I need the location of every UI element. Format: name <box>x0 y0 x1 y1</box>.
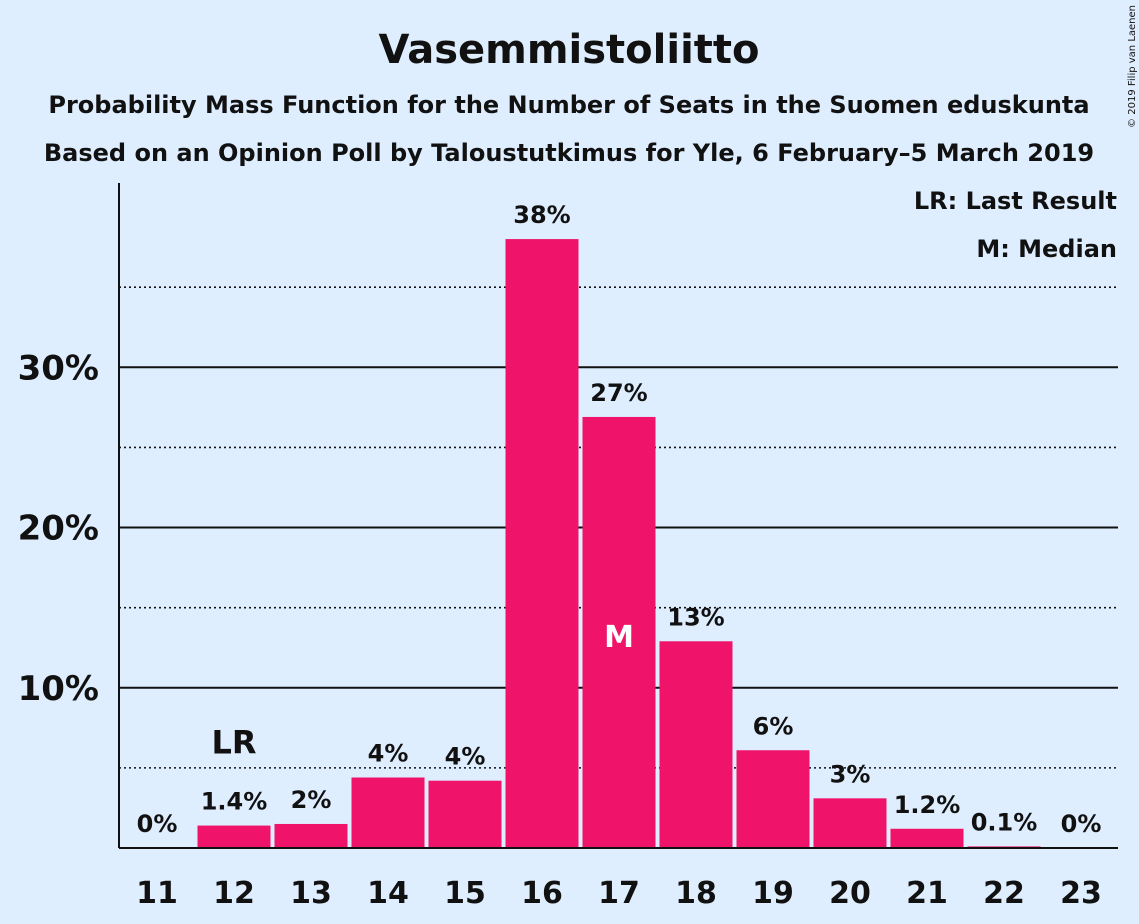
x-tick-label: 21 <box>906 876 948 911</box>
data-label-15: 4% <box>445 743 486 771</box>
legend-background <box>930 186 1120 266</box>
data-label-22: 0.1% <box>971 808 1038 836</box>
bar-16 <box>505 239 579 848</box>
x-tick-label: 18 <box>675 876 717 911</box>
x-tick-label: 15 <box>444 876 486 911</box>
x-tick-label: 19 <box>752 876 794 911</box>
bar-15 <box>428 780 502 848</box>
x-tick-label: 12 <box>213 876 255 911</box>
last-result-marker: LR <box>211 724 256 762</box>
data-label-16: 38% <box>513 201 570 229</box>
data-label-17: 27% <box>590 379 647 407</box>
y-tick-label: 10% <box>18 669 99 709</box>
copyright-credit: © 2019 Filip van Laenen <box>1127 5 1138 128</box>
x-tick-label: 14 <box>367 876 409 911</box>
data-label-13: 2% <box>291 786 332 814</box>
data-labels-group: 0% 11 1.4% 12 2% 13 4% 14 4% 15 38% 16 27% 17 13% 18 6% 1… <box>136 201 1102 911</box>
data-label-21: 1.2% <box>894 791 961 819</box>
x-tick-label: 11 <box>136 876 178 911</box>
bar-19 <box>736 750 810 848</box>
bar-13 <box>274 823 348 848</box>
data-label-20: 3% <box>830 760 871 788</box>
data-label-18: 13% <box>667 603 724 631</box>
bar-20 <box>813 798 887 848</box>
data-label-14: 4% <box>368 739 409 767</box>
data-label-12: 1.4% <box>201 788 268 816</box>
legend-median: M: Median <box>976 235 1117 263</box>
x-tick-label: 13 <box>290 876 332 911</box>
bar-12 <box>197 825 271 848</box>
data-label-11: 0% <box>137 810 178 838</box>
chart-title: Vasemmistoliitto <box>378 27 759 73</box>
x-tick-label: 20 <box>829 876 871 911</box>
gridlines: 10% 20% 30% <box>18 286 1118 769</box>
bar-17 <box>582 416 656 848</box>
axes-group <box>118 183 1118 849</box>
bar-18 <box>659 641 733 848</box>
bars-group <box>197 239 1041 848</box>
y-tick-label: 20% <box>18 509 99 549</box>
bar-21 <box>890 828 964 848</box>
x-tick-label: 23 <box>1060 876 1102 911</box>
x-tick-label: 22 <box>983 876 1025 911</box>
x-tick-label: 16 <box>521 876 563 911</box>
median-marker: M <box>604 620 634 655</box>
legend-last-result: LR: Last Result <box>914 187 1117 215</box>
y-tick-label: 30% <box>18 348 99 388</box>
x-tick-label: 17 <box>598 876 640 911</box>
chart-subtitle: Probability Mass Function for the Number… <box>48 91 1089 119</box>
bar-14 <box>351 777 425 848</box>
data-label-19: 6% <box>753 712 794 740</box>
data-label-23: 0% <box>1061 810 1102 838</box>
chart-subtitle-poll: Based on an Opinion Poll by Taloustutkim… <box>44 139 1094 167</box>
